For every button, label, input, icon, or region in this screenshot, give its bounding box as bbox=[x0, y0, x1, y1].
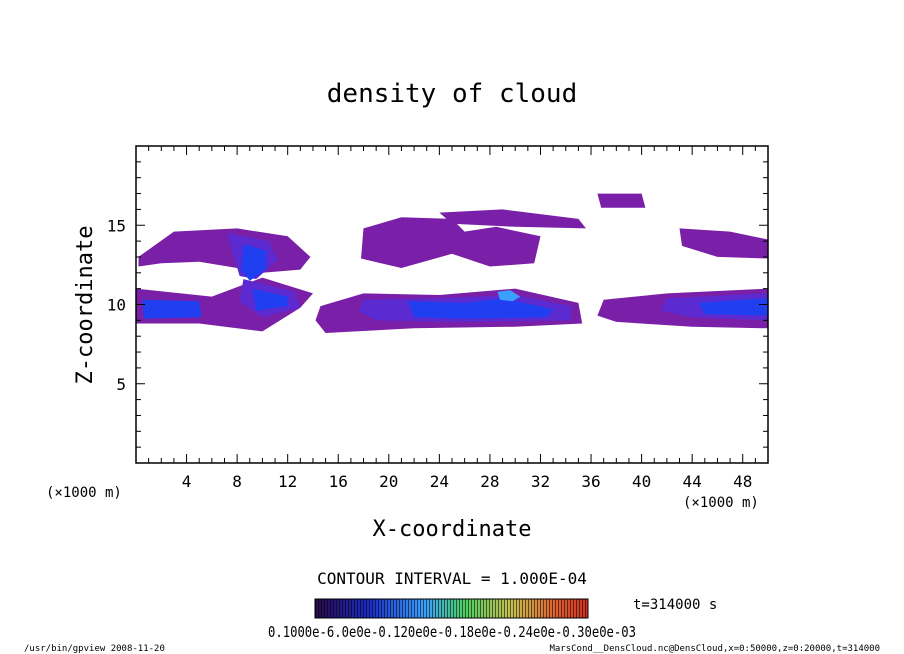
density-region-low bbox=[361, 217, 541, 268]
density-region-high bbox=[407, 298, 554, 319]
x-tick-label: 20 bbox=[379, 472, 398, 491]
x-tick-label: 44 bbox=[683, 472, 702, 491]
x-tick-label: 16 bbox=[329, 472, 348, 491]
time-label: t=314000 s bbox=[633, 597, 717, 613]
x-tick-label: 36 bbox=[581, 472, 600, 491]
x-tick-label: 4 bbox=[182, 472, 192, 491]
y-tick-label: 10 bbox=[107, 296, 126, 315]
density-region-low bbox=[439, 209, 586, 229]
footer-right: MarsCond__DensCloud.nc@DensCloud,x=0:500… bbox=[549, 644, 880, 654]
x-tick-label: 32 bbox=[531, 472, 550, 491]
y-tick-labels: 5 10 15 bbox=[107, 216, 126, 394]
x-tick-label: 24 bbox=[430, 472, 449, 491]
x-tick-label: 12 bbox=[278, 472, 297, 491]
density-region-low bbox=[138, 228, 311, 273]
y-tick-label: 5 bbox=[116, 375, 126, 394]
axis-ticks bbox=[136, 146, 768, 463]
density-region-high bbox=[142, 299, 202, 319]
x-unit-label-left: (×1000 m) bbox=[46, 485, 122, 501]
chart-title: density of cloud bbox=[327, 79, 577, 109]
density-region-high bbox=[252, 288, 288, 311]
density-region-high bbox=[698, 298, 768, 316]
y-axis-label: Z-coordinate bbox=[73, 226, 98, 385]
density-region-low bbox=[679, 228, 768, 259]
contour-interval: CONTOUR INTERVAL = 1.000E-04 bbox=[317, 569, 587, 588]
x-tick-labels: 4 8 12 16 20 24 28 32 36 40 44 48 bbox=[182, 472, 753, 491]
x-tick-label: 48 bbox=[733, 472, 752, 491]
density-region-low bbox=[597, 193, 646, 208]
footer-left: /usr/bin/gpview 2008-11-20 bbox=[24, 644, 165, 654]
x-unit-label-right: (×1000 m) bbox=[683, 495, 759, 511]
density-region-high bbox=[240, 244, 267, 281]
x-tick-label: 40 bbox=[632, 472, 651, 491]
x-tick-label: 28 bbox=[480, 472, 499, 491]
density-region-peak bbox=[497, 290, 521, 302]
x-tick-label: 8 bbox=[232, 472, 242, 491]
x-axis-label: X-coordinate bbox=[373, 517, 532, 542]
colorbar-hatching bbox=[315, 599, 588, 618]
y-tick-label: 15 bbox=[107, 216, 126, 235]
colorbar-labels: 0.1000e-6.0e0e-0.120e0e-0.18e0e-0.24e0e-… bbox=[268, 623, 636, 641]
density-field bbox=[136, 193, 768, 333]
